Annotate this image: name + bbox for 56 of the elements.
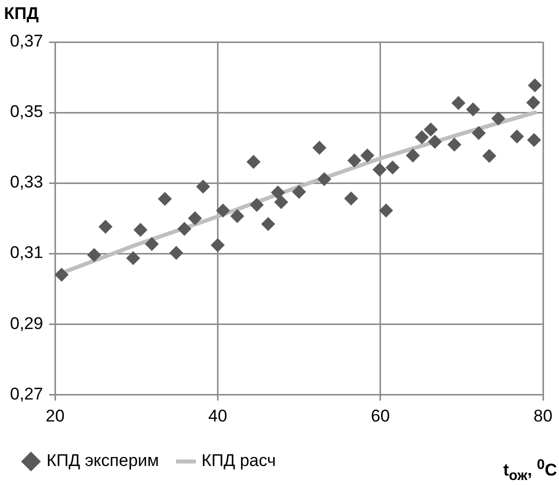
x-axis-title: t$_{ож}$, $^{0}$C <box>503 456 557 484</box>
point <box>360 148 374 163</box>
x-tick-label: 20 <box>46 406 65 426</box>
point <box>261 216 276 231</box>
point <box>344 192 358 206</box>
point <box>526 96 540 110</box>
point <box>372 162 387 177</box>
point <box>406 148 420 163</box>
point <box>528 78 542 92</box>
point <box>55 268 69 282</box>
point <box>210 238 225 252</box>
point <box>347 153 362 168</box>
point <box>379 204 394 218</box>
y-tick-label: 0,27 <box>10 384 44 404</box>
x-tick-label: 80 <box>534 406 552 426</box>
legend-label: КПД расч <box>201 451 276 470</box>
legend-label: КПД эксперим <box>46 451 159 470</box>
y-tick-label: 0,35 <box>10 102 44 122</box>
point <box>317 172 332 186</box>
point <box>169 246 184 260</box>
point <box>428 134 442 149</box>
y-axis-title: КПД <box>4 4 39 24</box>
y-tick-label: 0,31 <box>10 243 44 262</box>
point <box>466 102 480 116</box>
point <box>98 220 113 234</box>
point <box>482 148 496 163</box>
point <box>414 130 429 144</box>
x-tick-label: 40 <box>208 406 228 426</box>
point <box>250 198 264 212</box>
y-tick-label: 0,37 <box>10 32 44 51</box>
y-tick-label: 0,33 <box>10 172 44 192</box>
point <box>133 222 148 237</box>
x-tick-label: 60 <box>370 406 390 426</box>
point <box>126 251 140 266</box>
point <box>386 160 400 175</box>
point <box>447 138 462 152</box>
point <box>230 209 244 224</box>
point <box>491 112 506 126</box>
point <box>158 192 172 206</box>
point <box>312 140 326 155</box>
point <box>216 204 230 218</box>
point <box>472 126 486 140</box>
point <box>510 129 524 144</box>
point <box>177 222 192 236</box>
point <box>188 211 202 226</box>
point <box>144 237 159 252</box>
point <box>527 133 542 148</box>
point <box>451 96 466 110</box>
point <box>424 122 438 136</box>
point <box>246 154 261 169</box>
y-tick-label: 0,29 <box>10 314 44 333</box>
point <box>274 195 288 210</box>
point <box>270 186 285 200</box>
point <box>196 180 210 194</box>
point <box>87 248 102 262</box>
point <box>292 184 306 199</box>
